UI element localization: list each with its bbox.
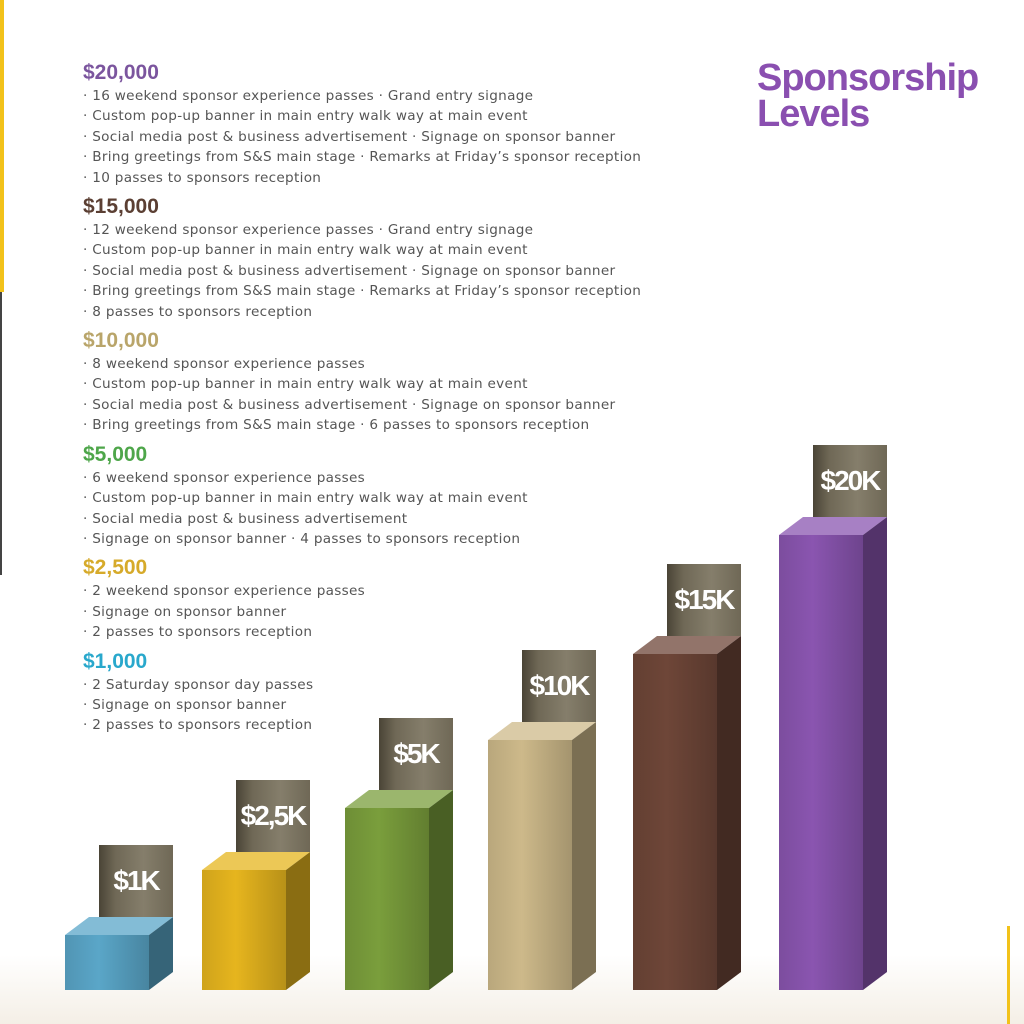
- benefit-item: 2 passes to sponsors reception: [83, 622, 703, 642]
- accent-stripe-dark: [0, 292, 2, 575]
- bar-front-face: [488, 740, 572, 990]
- benefit-item: 8 weekend sponsor experience passes: [83, 354, 703, 374]
- bar-label: $2,5K: [236, 780, 310, 852]
- bar-front-face: [779, 535, 863, 990]
- title-line-2: Levels: [757, 93, 870, 135]
- benefit-item: 12 weekend sponsor experience passes · G…: [83, 220, 703, 240]
- benefit-item: Social media post & business advertiseme…: [83, 261, 703, 281]
- title-line-1: Sponsorship: [757, 57, 979, 99]
- level-amount: $1,000: [83, 649, 148, 673]
- sponsorship-levels-list: $20,00016 weekend sponsor experience pas…: [83, 60, 703, 742]
- benefit-item: Signage on sponsor banner: [83, 695, 703, 715]
- benefit-list: 2 weekend sponsor experience passesSigna…: [83, 581, 703, 642]
- bar-top-face: [779, 517, 887, 535]
- benefit-list: 16 weekend sponsor experience passes · G…: [83, 86, 703, 188]
- level-block: $2,5002 weekend sponsor experience passe…: [83, 555, 703, 642]
- bar-side-face: [717, 636, 741, 990]
- bar-top-face: [488, 722, 596, 740]
- level-amount: $20,000: [83, 61, 159, 84]
- bar-side-face: [286, 852, 310, 990]
- benefit-item: 2 weekend sponsor experience passes: [83, 581, 703, 601]
- bar-label: $20K: [813, 445, 887, 517]
- benefit-item: Bring greetings from S&S main stage · Re…: [83, 147, 703, 167]
- benefit-list: 12 weekend sponsor experience passes · G…: [83, 220, 703, 322]
- bar-top-face: [633, 636, 741, 654]
- bar-side-face: [429, 790, 453, 990]
- benefit-item: Social media post & business advertiseme…: [83, 395, 703, 415]
- benefit-item: Bring greetings from S&S main stage · Re…: [83, 281, 703, 301]
- bar-side-face: [863, 517, 887, 990]
- level-amount: $10,000: [83, 329, 159, 353]
- bar-label: $5K: [379, 718, 453, 790]
- benefit-item: 2 passes to sponsors reception: [83, 715, 703, 735]
- benefit-item: Custom pop-up banner in main entry walk …: [83, 240, 703, 260]
- accent-stripe-bottom: [1007, 926, 1010, 1024]
- benefit-list: 2 Saturday sponsor day passesSignage on …: [83, 675, 703, 736]
- bar-label: $10K: [522, 650, 596, 722]
- bar-front-face: [202, 870, 286, 990]
- bar-front-face: [345, 808, 429, 990]
- bar-label: $15K: [667, 564, 741, 636]
- benefit-item: 10 passes to sponsors reception: [83, 168, 703, 188]
- benefit-list: 6 weekend sponsor experience passesCusto…: [83, 468, 703, 550]
- page-title: Sponsorship Levels: [757, 57, 979, 135]
- accent-stripe: [0, 0, 4, 292]
- benefit-item: Custom pop-up banner in main entry walk …: [83, 106, 703, 126]
- benefit-list: 8 weekend sponsor experience passesCusto…: [83, 354, 703, 436]
- benefit-item: 2 Saturday sponsor day passes: [83, 675, 703, 695]
- level-block: $5,0006 weekend sponsor experience passe…: [83, 442, 703, 550]
- benefit-item: Bring greetings from S&S main stage · 6 …: [83, 415, 703, 435]
- level-block: $1,0002 Saturday sponsor day passesSigna…: [83, 649, 703, 736]
- level-block: $10,0008 weekend sponsor experience pass…: [83, 328, 703, 436]
- level-amount: $15,000: [83, 195, 159, 219]
- level-amount: $5,000: [83, 442, 148, 466]
- benefit-item: Signage on sponsor banner · 4 passes to …: [83, 529, 703, 549]
- benefit-item: Custom pop-up banner in main entry walk …: [83, 374, 703, 394]
- level-amount: $2,500: [83, 556, 148, 580]
- level-block: $15,00012 weekend sponsor experience pas…: [83, 194, 703, 322]
- bar-label: $1K: [99, 845, 173, 917]
- benefit-item: Signage on sponsor banner: [83, 602, 703, 622]
- bar-side-face: [572, 722, 596, 990]
- bar-front-face: [633, 654, 717, 990]
- bar-front-face: [65, 935, 149, 990]
- benefit-item: 8 passes to sponsors reception: [83, 302, 703, 322]
- bar-top-face: [345, 790, 453, 808]
- benefit-item: 6 weekend sponsor experience passes: [83, 468, 703, 488]
- benefit-item: Social media post & business advertiseme…: [83, 509, 703, 529]
- bar-top-face: [65, 917, 173, 935]
- benefit-item: Social media post & business advertiseme…: [83, 127, 703, 147]
- benefit-item: Custom pop-up banner in main entry walk …: [83, 488, 703, 508]
- bar-top-face: [202, 852, 310, 870]
- benefit-item: 16 weekend sponsor experience passes · G…: [83, 86, 703, 106]
- level-block: $20,00016 weekend sponsor experience pas…: [83, 60, 703, 188]
